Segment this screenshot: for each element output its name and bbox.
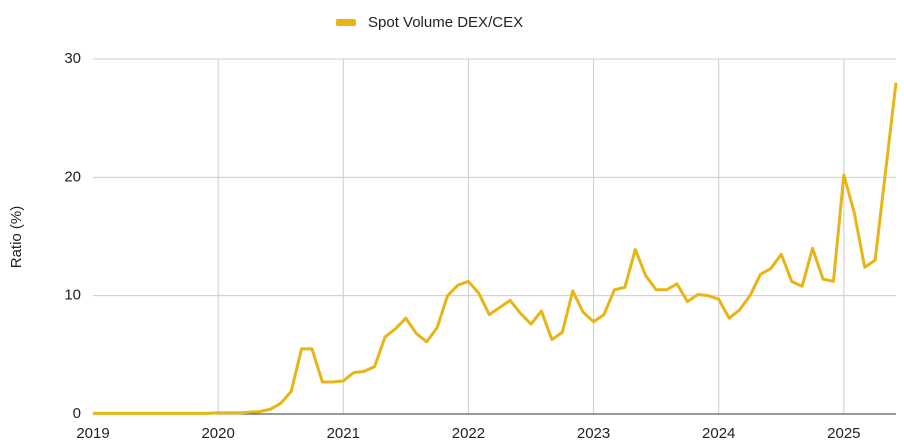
x-tick-label: 2025	[827, 425, 860, 442]
x-tick-label: 2024	[702, 425, 735, 442]
x-tick-label: 2023	[577, 425, 610, 442]
x-tick-label: 2020	[201, 425, 234, 442]
legend-swatch	[336, 19, 356, 26]
x-tick-label: 2022	[452, 425, 485, 442]
y-tick-label: 20	[64, 168, 81, 185]
legend-label: Spot Volume DEX/CEX	[368, 14, 523, 31]
y-axis-label: Ratio (%)	[8, 206, 25, 269]
y-tick-label: 30	[64, 50, 81, 67]
data-line	[93, 82, 898, 415]
y-tick-label: 10	[64, 287, 81, 304]
y-tick-label: 0	[73, 405, 81, 422]
x-tick-label: 2021	[327, 425, 360, 442]
x-tick-label: 2019	[76, 425, 109, 442]
